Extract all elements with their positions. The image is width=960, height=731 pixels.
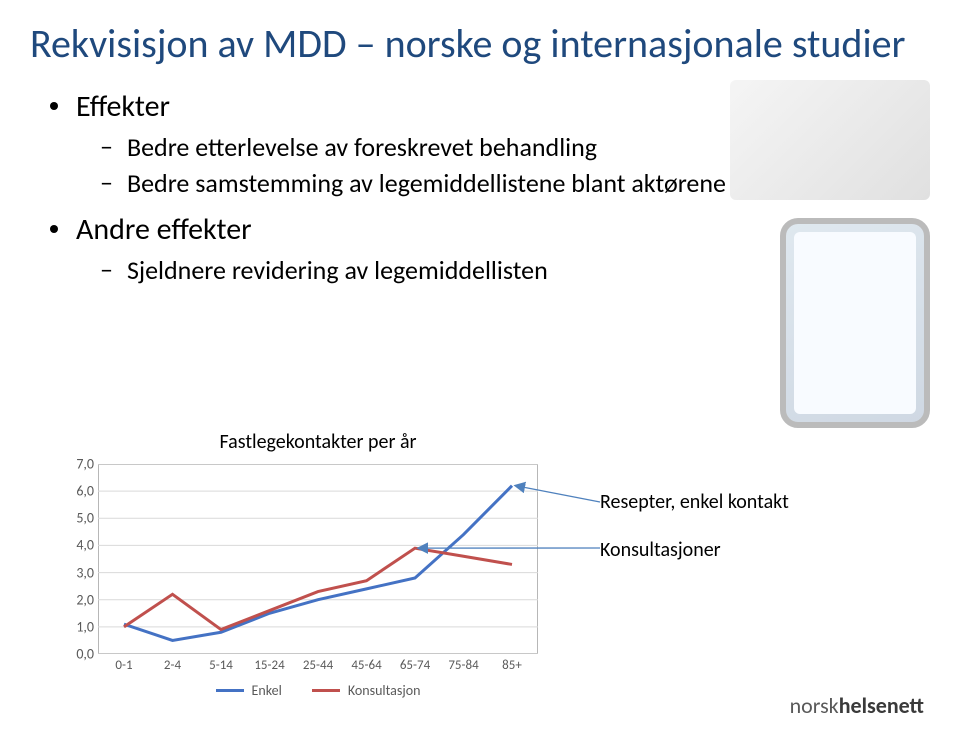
- phone-image: [780, 218, 930, 428]
- x-tick-label: 5-14: [209, 658, 233, 673]
- chart-title: Fastlegekontakter per år: [98, 430, 538, 454]
- legend-item-konsultasjon: Konsultasjon: [312, 682, 421, 699]
- bullet-text: Effekter: [76, 88, 170, 125]
- x-tick-label: 15-24: [254, 658, 284, 673]
- legend-item-enkel: Enkel: [216, 682, 282, 699]
- dash-icon: –: [100, 254, 113, 285]
- x-tick-label: 25-44: [303, 658, 333, 673]
- chart-fastlegekontakter: Fastlegekontakter per år 0,0 1,0 2,0 3,0 4,0…: [40, 430, 920, 700]
- y-tick-label: 6,0: [76, 483, 94, 500]
- subbullet-text: Bedre etterlevelse av foreskrevet behand…: [127, 131, 597, 163]
- dash-icon: –: [100, 131, 113, 162]
- y-tick-label: 4,0: [76, 537, 94, 554]
- y-tick-label: 1,0: [76, 618, 94, 635]
- dash-icon: –: [100, 167, 113, 198]
- logo-part1: norsk: [790, 692, 839, 719]
- slide: Rekvisisjon av MDD – norske og internasj…: [0, 0, 960, 731]
- receipt-roll-image: [730, 80, 930, 200]
- decorative-images: [690, 80, 930, 428]
- page-title: Rekvisisjon av MDD – norske og internasj…: [30, 20, 930, 68]
- x-tick-label: 0-1: [115, 658, 132, 673]
- x-tick-label: 65-74: [400, 658, 430, 673]
- chart-x-axis-labels: 0-1 2-4 5-14 15-24 25-44 45-64 65-74 75-84 85+: [98, 658, 538, 678]
- y-tick-label: 7,0: [76, 456, 94, 473]
- annotation-resepter: Resepter, enkel kontakt: [600, 490, 789, 514]
- y-tick-label: 3,0: [76, 564, 94, 581]
- logo-part2: helsenett: [839, 692, 924, 719]
- x-tick-label: 75-84: [448, 658, 478, 673]
- chart-y-axis-labels: 0,01,02,03,04,05,06,07,0: [64, 464, 94, 654]
- x-tick-label: 85+: [502, 658, 522, 673]
- y-tick-label: 5,0: [76, 510, 94, 527]
- legend-line-icon: [312, 689, 340, 692]
- bullet-dot-icon: [50, 225, 58, 233]
- chart-svg: [98, 464, 538, 654]
- legend-line-icon: [216, 689, 244, 692]
- bullet-dot-icon: [50, 102, 58, 110]
- y-tick-label: 2,0: [76, 591, 94, 608]
- subbullet-text: Sjeldnere revidering av legemiddellisten: [127, 254, 548, 286]
- x-tick-label: 45-64: [351, 658, 381, 673]
- footer-logo: norskhelsenett: [790, 692, 924, 719]
- chart-legend: Enkel Konsultasjon: [98, 682, 538, 699]
- x-tick-label: 2-4: [164, 658, 181, 673]
- y-tick-label: 0,0: [76, 646, 94, 663]
- chart-annotations: Resepter, enkel kontakt Konsultasjoner: [600, 490, 789, 586]
- subbullet-text: Bedre samstemming av legemiddellistene b…: [127, 167, 726, 199]
- annotation-konsultasjoner: Konsultasjoner: [600, 538, 789, 562]
- bullet-text: Andre effekter: [76, 211, 252, 248]
- legend-label: Konsultasjon: [348, 682, 421, 699]
- legend-label: Enkel: [252, 682, 282, 699]
